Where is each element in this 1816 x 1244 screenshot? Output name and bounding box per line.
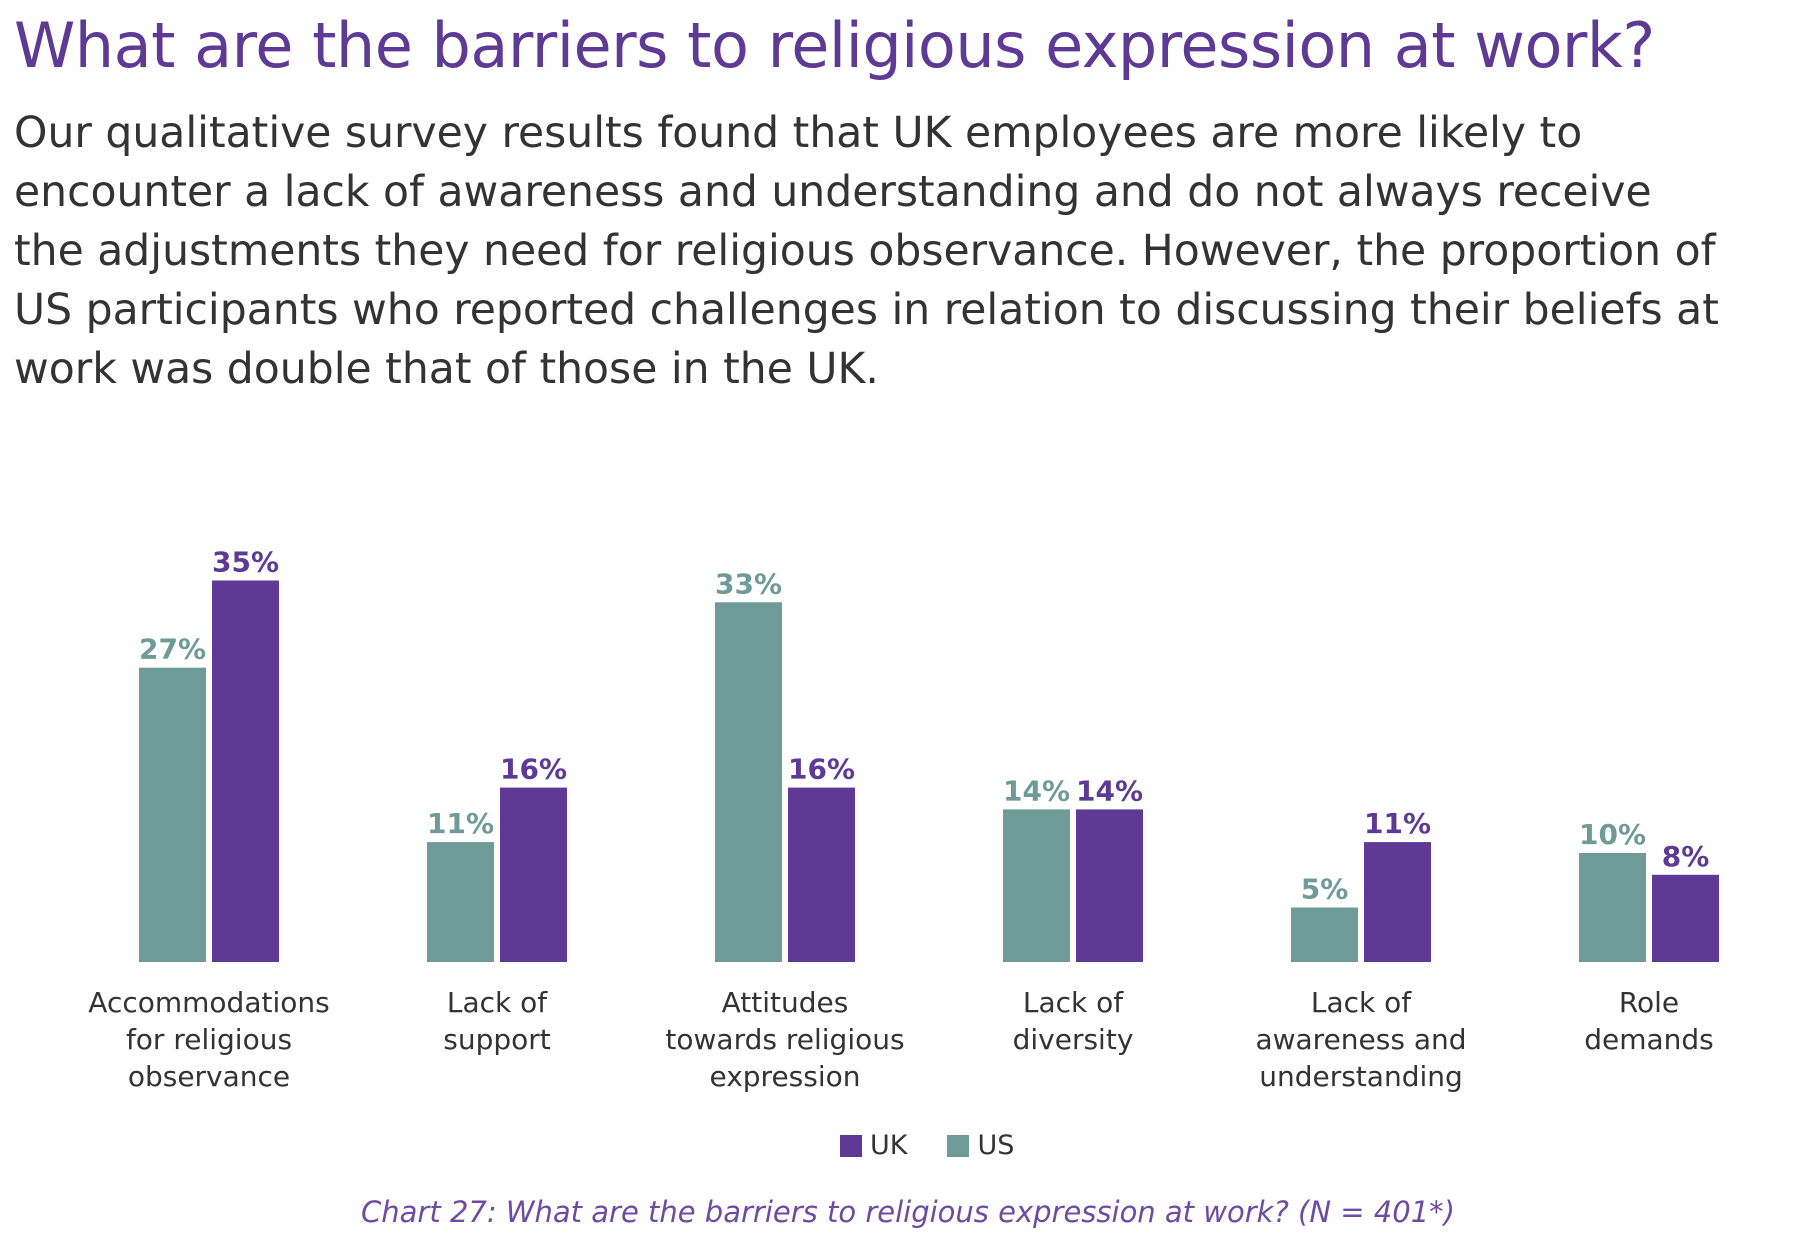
data-label-us-3: 14%: [1003, 774, 1070, 807]
x-tick-label: Lack of: [447, 986, 548, 1019]
bar-us-0: [139, 667, 206, 962]
bar-us-1: [427, 842, 494, 962]
bar-uk-1: [500, 787, 567, 962]
x-tick-label: understanding: [1259, 1060, 1463, 1093]
data-label-uk-3: 14%: [1076, 774, 1143, 807]
bar-uk-3: [1076, 809, 1143, 962]
bar-us-3: [1003, 809, 1070, 962]
x-tick-label: towards religious: [665, 1023, 904, 1056]
chart-legend: UK US: [840, 1130, 1054, 1161]
data-label-us-0: 27%: [139, 633, 206, 666]
x-tick-label: Attitudes: [722, 986, 849, 1019]
data-label-uk-1: 16%: [500, 753, 567, 786]
legend-swatch-uk: [840, 1134, 862, 1157]
legend-item-uk: UK: [840, 1130, 907, 1161]
bar-uk-2: [788, 787, 855, 962]
x-tick-label: expression: [709, 1060, 860, 1093]
intro-line: the adjustments they need for religious …: [14, 227, 1716, 276]
data-label-uk-0: 35%: [212, 546, 279, 579]
x-tick-label: for religious: [126, 1023, 292, 1056]
bar-uk-5: [1652, 874, 1719, 962]
x-tick-label: Accommodations: [88, 986, 329, 1019]
legend-item-us: US: [947, 1130, 1014, 1161]
data-label-uk-5: 8%: [1662, 840, 1710, 873]
bar-us-4: [1291, 907, 1358, 962]
legend-swatch-us: [947, 1134, 970, 1157]
bar-uk-0: [212, 580, 279, 962]
legend-label-uk: UK: [870, 1130, 908, 1161]
intro-paragraph: Our qualitative survey results found tha…: [14, 104, 1814, 399]
x-tick-label: Lack of: [1023, 986, 1124, 1019]
x-tick-label: Role: [1619, 986, 1679, 1019]
intro-line: US participants who reported challenges …: [14, 286, 1719, 335]
legend-label-us: US: [977, 1130, 1015, 1161]
x-tick-label: support: [443, 1023, 551, 1056]
data-label-uk-4: 11%: [1364, 807, 1431, 840]
intro-line: encounter a lack of awareness and unders…: [14, 168, 1652, 217]
intro-line: Our qualitative survey results found tha…: [14, 109, 1583, 158]
x-tick-label: Lack of: [1311, 986, 1412, 1019]
x-tick-label: observance: [128, 1060, 290, 1093]
page-title: What are the barriers to religious expre…: [14, 9, 1655, 82]
x-tick-label: demands: [1584, 1023, 1714, 1056]
bar-uk-4: [1364, 842, 1431, 962]
bar-us-5: [1579, 853, 1646, 962]
intro-line: work was double that of those in the UK.: [14, 345, 879, 394]
data-label-us-5: 10%: [1579, 818, 1646, 851]
data-label-us-1: 11%: [427, 807, 494, 840]
x-tick-label: diversity: [1013, 1023, 1134, 1056]
data-label-us-2: 33%: [715, 567, 782, 600]
x-tick-label: awareness and: [1255, 1023, 1466, 1056]
data-label-us-4: 5%: [1301, 873, 1349, 906]
chart-caption: Chart 27: What are the barriers to relig…: [361, 1195, 1455, 1229]
bar-us-2: [715, 602, 782, 962]
data-label-uk-2: 16%: [788, 753, 855, 786]
